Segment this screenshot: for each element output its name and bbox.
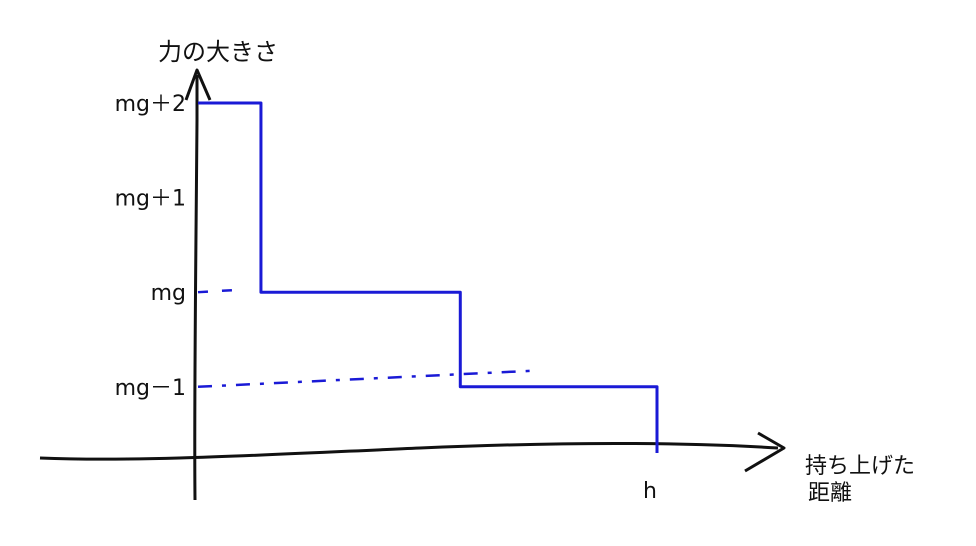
y-axis-title: 力の大きさ	[158, 38, 278, 66]
y-tick-label: mg－1	[115, 376, 186, 401]
x-axis-title-line-2: 距離	[808, 481, 852, 506]
x-axis	[39, 442, 779, 461]
x-tick-h: h	[643, 479, 657, 504]
reference-dashed-line	[197, 369, 533, 389]
y-axis	[193, 75, 199, 501]
y-axis-arrow-icon	[184, 68, 212, 101]
series-layer	[198, 101, 659, 453]
y-tick-label: mg	[151, 281, 186, 306]
y-tick-label: mg＋2	[115, 92, 186, 117]
labels: 力の大きさ 持ち上げた 距離 h mg＋2 mg＋1 mg mg－1	[115, 38, 915, 506]
reference-lines	[197, 288, 533, 389]
x-axis-arrow-icon	[744, 431, 786, 473]
x-axis-title-line-1: 持ち上げた	[805, 454, 915, 479]
reference-dashed-line	[197, 288, 233, 294]
force-step-series	[198, 101, 659, 453]
axes	[39, 68, 786, 501]
y-tick-label: mg＋1	[115, 187, 186, 212]
